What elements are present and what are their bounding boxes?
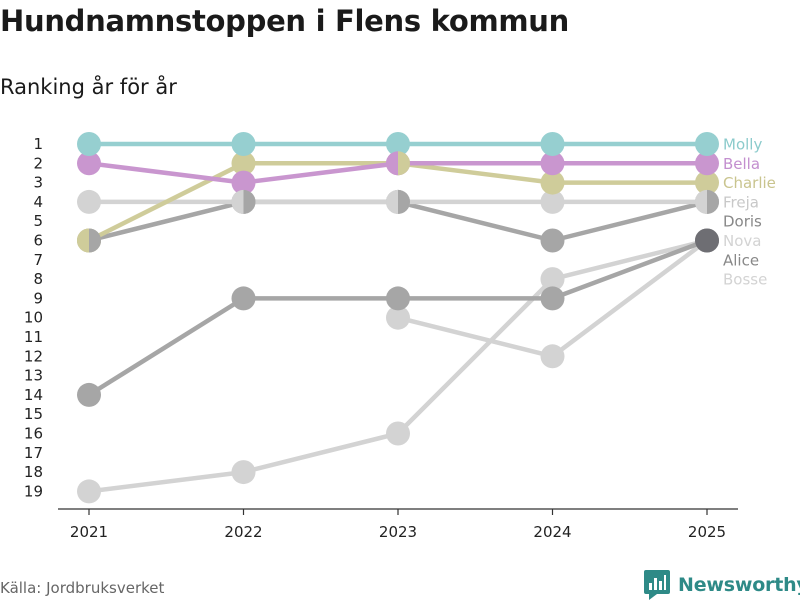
marker-split-right (398, 151, 410, 176)
marker-bosse-2021[interactable] (77, 479, 101, 504)
y-tick-label: 9 (33, 289, 43, 307)
marker-split-right (89, 228, 101, 253)
marker-doris-2024[interactable] (540, 286, 565, 311)
chart-subtitle: Ranking år för år (0, 75, 177, 99)
marker-split-right (707, 189, 719, 214)
marker-split-right (243, 189, 256, 214)
marker-doris-2022[interactable] (231, 286, 256, 311)
y-tick-label: 11 (24, 328, 43, 346)
series-line-bosse (86, 238, 710, 494)
y-tick-label: 7 (33, 251, 43, 269)
marker-bella-2024[interactable] (540, 151, 565, 176)
marker-molly-2021[interactable] (77, 132, 101, 156)
marker-nova-2023[interactable] (386, 305, 410, 330)
end-label-doris: Doris (723, 213, 762, 231)
x-tick-label: 2023 (379, 523, 417, 541)
y-tick-label: 2 (33, 154, 43, 172)
y-tick-label: 4 (33, 193, 43, 211)
end-label-freja: Freja (723, 193, 759, 211)
marker-molly-2025[interactable] (695, 132, 719, 156)
marker-alice-2024[interactable] (540, 228, 565, 253)
y-tick-label: 17 (24, 444, 43, 462)
marker-charlie-2022[interactable] (231, 151, 256, 176)
y-tick-label: 12 (24, 347, 43, 365)
y-tick-label: 13 (24, 367, 43, 385)
x-axis: 2021 2022 2023 2024 2025 (58, 508, 738, 541)
y-tick-label: 5 (33, 212, 43, 230)
marker-bella-2022[interactable] (231, 170, 256, 195)
series-markers (77, 132, 719, 504)
marker-bosse-2024[interactable] (540, 267, 565, 292)
marker-doris-2023[interactable] (386, 286, 410, 311)
marker-molly-2022[interactable] (231, 132, 256, 156)
x-tick-label: 2021 (70, 523, 108, 541)
marker-bosse-2023[interactable] (386, 421, 410, 446)
y-tick-label: 16 (24, 425, 43, 443)
y-tick-label: 8 (33, 270, 43, 288)
y-tick-label: 14 (24, 386, 43, 404)
marker-doris-2021[interactable] (77, 382, 101, 407)
marker-split-left (695, 189, 707, 214)
y-tick-label: 15 (24, 405, 43, 423)
end-label-alice: Alice (723, 251, 759, 269)
marker-freja-2024[interactable] (540, 189, 565, 214)
marker-bella-2025[interactable] (695, 151, 719, 176)
end-label-bella: Bella (723, 155, 760, 173)
x-tick-label: 2022 (224, 523, 262, 541)
brand-logo[interactable]: Newsworthy (644, 570, 800, 600)
marker-split-left (231, 189, 244, 214)
end-label-molly: Molly (723, 136, 762, 154)
marker-split-left (77, 228, 89, 253)
x-tick-label: 2024 (533, 523, 571, 541)
marker-split-right (398, 189, 410, 214)
marker-split-left (386, 189, 398, 214)
marker-split-left (386, 151, 398, 176)
source-note: Källa: Jordbruksverket (0, 579, 165, 597)
y-tick-label: 19 (24, 482, 43, 500)
end-label-bosse: Bosse (723, 271, 767, 289)
bar-chart-icon (644, 570, 670, 600)
brand-name: Newsworthy (678, 574, 800, 596)
y-tick-label: 18 (24, 463, 43, 481)
y-tick-label: 3 (33, 174, 43, 192)
marker-freja-2021[interactable] (77, 189, 101, 214)
marker-bosse-2022[interactable] (231, 460, 256, 485)
chart-title: Hundnamnstoppen i Flens kommun (0, 4, 569, 38)
marker-overlap (695, 228, 719, 253)
marker-charlie-2024[interactable] (540, 170, 565, 195)
marker-charlie-2025[interactable] (695, 170, 719, 195)
y-tick-label: 10 (24, 309, 43, 327)
marker-molly-2023[interactable] (386, 132, 410, 156)
marker-bella-2021[interactable] (77, 151, 101, 176)
end-label-charlie: Charlie (723, 174, 776, 192)
end-label-nova: Nova (723, 232, 761, 250)
y-tick-label: 1 (33, 135, 43, 153)
y-tick-label: 6 (33, 232, 43, 250)
marker-nova-2024[interactable] (540, 344, 565, 369)
x-tick-label: 2025 (688, 523, 726, 541)
marker-molly-2024[interactable] (540, 132, 565, 156)
